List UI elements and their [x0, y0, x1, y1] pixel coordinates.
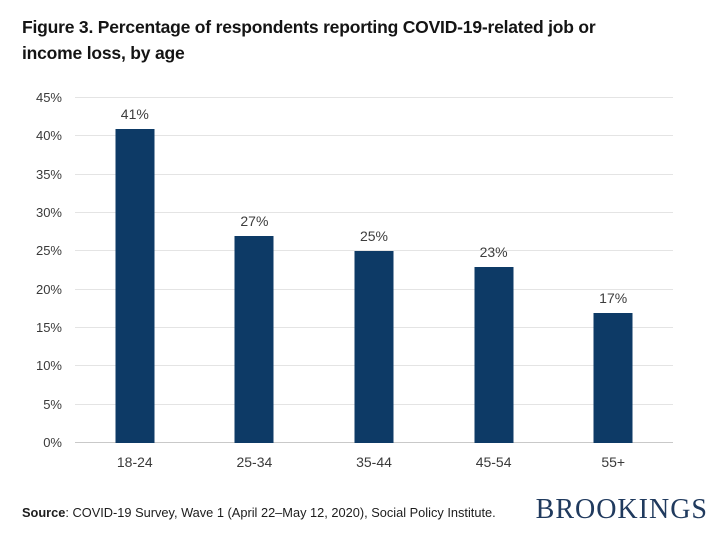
bar-chart-plot-area: 0% 5% 10% 15% 20% 25% 30% 35% 40% 45% 41% 18-24 27% 2…: [36, 90, 673, 470]
brookings-logo: BROOKINGS: [535, 494, 708, 525]
bar-value-label-35-44: 25%: [359, 228, 389, 245]
x-tick-label-18-24: 18-24: [116, 454, 153, 470]
source-note: Source: COVID-19 Survey, Wave 1 (April 2…: [22, 505, 496, 520]
source-text: : COVID-19 Survey, Wave 1 (April 22–May …: [65, 505, 496, 520]
chart-title-line-2: income loss, by age: [22, 43, 185, 63]
y-tick-label-35: 35%: [35, 166, 62, 182]
bar-55+: [593, 312, 633, 443]
bar-35-44: [354, 251, 394, 443]
source-label: Source: [22, 505, 66, 520]
y-tick-label-0: 0%: [43, 435, 62, 450]
gridline-40: [75, 135, 673, 137]
y-tick-label-25: 25%: [35, 243, 62, 259]
bar-value-label-18-24: 41%: [120, 105, 149, 122]
bar-18-24: [115, 128, 155, 443]
bar-value-label-45-54: 23%: [479, 243, 508, 260]
gridline-25: [75, 250, 673, 252]
y-tick-label-20: 20%: [35, 281, 62, 297]
x-tick-label-45-54: 45-54: [475, 454, 512, 470]
x-tick-label-25-34: 25-34: [236, 454, 273, 470]
chart-title: Figure 3. Percentage of respondents repo…: [22, 14, 682, 66]
y-tick-label-15: 15%: [35, 320, 62, 336]
x-tick-label-55+: 55+: [601, 454, 626, 470]
gridline-35: [75, 173, 673, 175]
y-tick-label-40: 40%: [35, 128, 62, 144]
y-tick-label-45: 45%: [35, 90, 62, 105]
bar-25-34: [234, 236, 274, 443]
y-tick-label-30: 30%: [35, 205, 62, 221]
y-tick-label-5: 5%: [43, 396, 62, 412]
gridline-30: [75, 212, 673, 213]
y-tick-label-10: 10%: [35, 358, 62, 374]
chart-title-line-1: Figure 3. Percentage of respondents repo…: [22, 17, 596, 37]
x-tick-label-35-44: 35-44: [356, 454, 392, 470]
bar-value-label-25-34: 27%: [240, 213, 269, 229]
gridline-45: [75, 97, 673, 98]
bar-45-54: [474, 266, 514, 443]
bar-value-label-55+: 17%: [599, 289, 628, 306]
